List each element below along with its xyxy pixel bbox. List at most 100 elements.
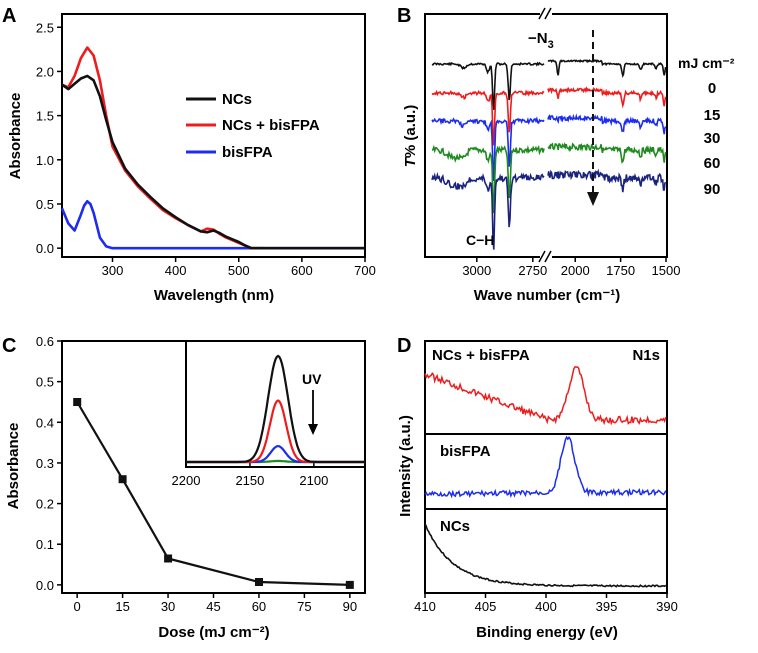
dose-label-60: 60 — [704, 155, 721, 172]
panel-c-ytick-0.1-label: 0.1 — [36, 537, 54, 552]
panel-b-frame — [424, 13, 668, 258]
panel-b-series-90-right — [547, 168, 667, 193]
panel-b: B 3000 2750 2000 1750 1500 −N3 C−H Wave numb… — [397, 5, 735, 304]
panel-b-series-15-right — [547, 86, 667, 109]
panel-a-legend: NCs NCs + bisFPA bisFPA — [186, 91, 320, 161]
panel-c-ytick-0.0-label: 0.0 — [36, 578, 54, 593]
panel-c-xtick-15-label: 15 — [115, 599, 129, 614]
legend-label-ncs-bisfpa: NCs + bisFPA — [222, 117, 320, 134]
panel-d-xlabel: Binding energy (eV) — [476, 624, 618, 641]
panel-d-xtick-390-label: 390 — [656, 599, 678, 614]
panel-c-ytick-0.6-label: 0.6 — [36, 334, 54, 349]
uv-arrow-head — [308, 424, 318, 435]
panel-a-xtick-700-label: 700 — [354, 263, 376, 278]
azide-annotation: −N3 — [528, 30, 554, 51]
panel-d: D 410 405 400 395 390 NCs + bisFPA N1s bisFP… — [397, 335, 678, 641]
n1s-label: N1s — [632, 347, 660, 364]
panel-d-xtick-410-label: 410 — [414, 599, 436, 614]
panel-a-xtick-500-label: 500 — [228, 263, 250, 278]
subpanel-label-ncs-bisfpa: NCs + bisFPA — [432, 347, 530, 364]
panel-c-point-60 — [255, 578, 263, 586]
panel-d-series-ncs-bisfpa — [424, 365, 667, 426]
panel-c-ytick-0.4-label: 0.4 — [36, 415, 54, 430]
panel-d-series-bisfpa — [424, 435, 667, 499]
panel-a-ytick-1.0-label: 1.0 — [36, 153, 54, 168]
panel-b-series-60-right — [547, 141, 667, 164]
panel-c-inset: 2200 2150 2100 UV — [172, 340, 366, 488]
panel-a-ytick-0.0-label: 0.0 — [36, 241, 54, 256]
panel-d-xtick-405-label: 405 — [475, 599, 497, 614]
panel-b-xtick-3000-label: 3000 — [462, 263, 491, 278]
panel-b-series-0-right — [547, 59, 667, 79]
dose-header: mJ cm⁻² — [678, 55, 735, 71]
panel-d-label: D — [397, 335, 411, 357]
panel-a-xtick-400-label: 400 — [165, 263, 187, 278]
dose-label-30: 30 — [704, 130, 721, 147]
panel-c-xlabel: Dose (mJ cm⁻²) — [158, 624, 269, 641]
panel-c-label: C — [2, 335, 16, 357]
panel-a-ticks: 300 400 500 600 700 0.0 0.5 1.0 1.5 2.0 2.5 — [36, 20, 376, 278]
panel-c-xtick-0-label: 0 — [74, 599, 81, 614]
panel-c-ylabel: Absorbance — [5, 423, 22, 510]
panel-a-xtick-300-label: 300 — [102, 263, 124, 278]
panel-b-series-0-left — [431, 61, 545, 110]
panel-a-series-bisfpa — [60, 200, 365, 250]
uv-annotation: UV — [302, 371, 322, 387]
panel-a-ytick-1.5-label: 1.5 — [36, 109, 54, 124]
panel-c: C 0 15 30 45 60 75 90 0.0 0.1 0.2 0.3 0.4 0.5 0.6 Dos… — [2, 334, 366, 641]
dose-label-15: 15 — [704, 107, 721, 124]
subpanel-label-bisfpa: bisFPA — [440, 443, 491, 460]
panel-a-ytick-2.0-label: 2.0 — [36, 64, 54, 79]
panel-a-lines — [60, 46, 365, 250]
panel-b-xtick-2000-label: 2000 — [561, 263, 590, 278]
panel-b-ticks: 3000 2750 2000 1750 1500 — [462, 257, 680, 278]
panel-d-series-ncs — [424, 523, 667, 588]
panel-b-xtick-1750-label: 1750 — [606, 263, 635, 278]
legend-label-ncs: NCs — [222, 91, 252, 108]
dose-label-90: 90 — [704, 181, 721, 198]
inset-lines — [186, 354, 365, 464]
panel-b-series-30-right — [547, 113, 667, 135]
ch-annotation: C−H — [466, 232, 494, 248]
panel-c-xtick-60-label: 60 — [252, 599, 266, 614]
panel-a-ytick-2.5-label: 2.5 — [36, 20, 54, 35]
inset-series-0 — [186, 354, 365, 464]
panel-c-point-30 — [164, 554, 173, 563]
panel-d-ylabel: Intensity (a.u.) — [397, 415, 414, 517]
panel-a: A 300 400 500 600 700 0.0 0.5 1.0 1.5 2.0 2.5 Wave… — [2, 5, 376, 304]
panel-c-point-0 — [73, 398, 82, 406]
panel-c-ytick-0.5-label: 0.5 — [36, 375, 54, 390]
panel-b-series-30-left — [431, 116, 545, 182]
panel-a-ylabel: Absorbance — [7, 93, 24, 180]
panel-c-ticks: 0 15 30 45 60 75 90 0.0 0.1 0.2 0.3 0.4 0.5 0.6 — [36, 334, 357, 614]
inset-xtick-2100-label: 2100 — [299, 473, 328, 488]
panel-b-lines — [431, 59, 667, 250]
legend-label-bisfpa: bisFPA — [222, 144, 273, 161]
panel-c-xtick-90-label: 90 — [343, 599, 357, 614]
panel-c-xtick-30-label: 30 — [161, 599, 175, 614]
panel-c-ytick-0.2-label: 0.2 — [36, 497, 54, 512]
panel-b-xtick-1500-label: 1500 — [652, 263, 681, 278]
panel-b-series-90-left — [431, 171, 545, 250]
panel-c-xtick-45-label: 45 — [206, 599, 220, 614]
panel-d-frame — [424, 340, 668, 594]
panel-a-frame — [61, 13, 366, 258]
panel-b-series-15-left — [431, 89, 545, 146]
panel-a-ytick-0.5-label: 0.5 — [36, 197, 54, 212]
panel-d-lines — [424, 365, 667, 588]
panel-d-ticks: 410 405 400 395 390 — [414, 593, 678, 614]
panel-a-xlabel: Wavelength (nm) — [154, 287, 274, 304]
panel-d-xtick-400-label: 400 — [535, 599, 557, 614]
panel-b-xlabel: Wave number (cm⁻¹) — [474, 287, 621, 304]
dose-label-0: 0 — [708, 80, 716, 97]
panel-a-series-ncs — [61, 74, 365, 250]
inset-xtick-2150-label: 2150 — [235, 473, 264, 488]
panel-a-xtick-600-label: 600 — [291, 263, 313, 278]
panel-a-label: A — [2, 5, 16, 27]
subpanel-label-ncs: NCs — [440, 518, 470, 535]
inset-ticks: 2200 2150 2100 — [172, 462, 328, 488]
panel-c-xtick-75-label: 75 — [297, 599, 311, 614]
inset-xtick-2200-label: 2200 — [172, 473, 201, 488]
panel-d-xtick-395-label: 395 — [596, 599, 618, 614]
